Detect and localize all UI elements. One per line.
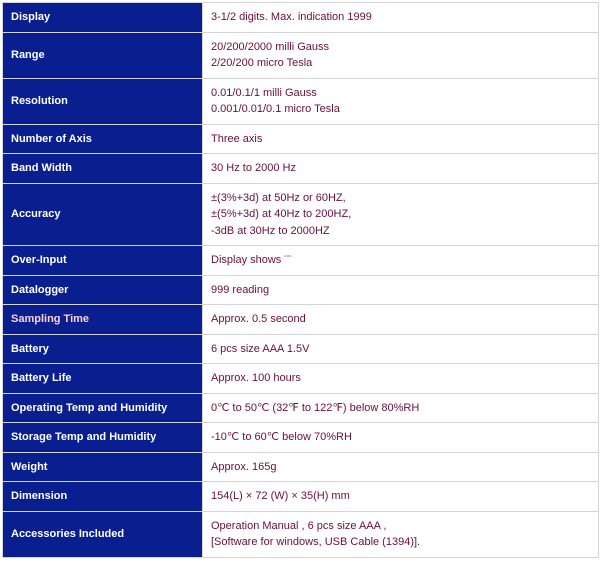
table-row: Storage Temp and Humidity-10℃ to 60℃ bel… (3, 423, 599, 453)
table-row: Sampling TimeApprox. 0.5 second (3, 305, 599, 335)
spec-value: ±(3%+3d) at 50Hz or 60HZ,±(5%+3d) at 40H… (203, 183, 599, 246)
table-row: Battery LifeApprox. 100 hours (3, 364, 599, 394)
spec-label: Datalogger (3, 275, 203, 305)
spec-value: Display shows ¨¨ (203, 246, 599, 276)
table-row: Operating Temp and Humidity0℃ to 50℃ (32… (3, 393, 599, 423)
spec-label: Battery Life (3, 364, 203, 394)
spec-value: 20/200/2000 milli Gauss2/20/200 micro Te… (203, 32, 599, 78)
spec-label: Range (3, 32, 203, 78)
spec-label: Sampling Time (3, 305, 203, 335)
table-row: WeightApprox. 165g (3, 452, 599, 482)
spec-value: 3-1/2 digits. Max. indication 1999 (203, 3, 599, 33)
spec-value: 0.01/0.1/1 milli Gauss0.001/0.01/0.1 mic… (203, 78, 599, 124)
table-row: Resolution0.01/0.1/1 milli Gauss0.001/0.… (3, 78, 599, 124)
table-row: Battery6 pcs size AAA 1.5V (3, 334, 599, 364)
table-row: Datalogger999 reading (3, 275, 599, 305)
spec-value: 30 Hz to 2000 Hz (203, 154, 599, 184)
spec-value: Three axis (203, 124, 599, 154)
spec-label: Accuracy (3, 183, 203, 246)
spec-label: Battery (3, 334, 203, 364)
spec-label: Weight (3, 452, 203, 482)
spec-value: Approx. 165g (203, 452, 599, 482)
spec-label: Dimension (3, 482, 203, 512)
spec-value: -10℃ to 60℃ below 70%RH (203, 423, 599, 453)
spec-label: Resolution (3, 78, 203, 124)
table-row: Range20/200/2000 milli Gauss2/20/200 mic… (3, 32, 599, 78)
table-row: Dimension154(L) × 72 (W) × 35(H) mm (3, 482, 599, 512)
table-row: Display3-1/2 digits. Max. indication 199… (3, 3, 599, 33)
spec-label: Over-Input (3, 246, 203, 276)
spec-label: Accessories Included (3, 511, 203, 557)
spec-tbody: Display3-1/2 digits. Max. indication 199… (3, 3, 599, 558)
spec-value: 6 pcs size AAA 1.5V (203, 334, 599, 364)
spec-table: Display3-1/2 digits. Max. indication 199… (2, 2, 599, 558)
spec-value: 0℃ to 50℃ (32℉ to 122℉) below 80%RH (203, 393, 599, 423)
table-row: Accuracy±(3%+3d) at 50Hz or 60HZ,±(5%+3d… (3, 183, 599, 246)
spec-label: Number of Axis (3, 124, 203, 154)
spec-label: Storage Temp and Humidity (3, 423, 203, 453)
spec-label: Operating Temp and Humidity (3, 393, 203, 423)
table-row: Number of AxisThree axis (3, 124, 599, 154)
table-row: Accessories IncludedOperation Manual , 6… (3, 511, 599, 557)
spec-label: Band Width (3, 154, 203, 184)
spec-value: Approx. 0.5 second (203, 305, 599, 335)
table-row: Over-InputDisplay shows ¨¨ (3, 246, 599, 276)
table-row: Band Width30 Hz to 2000 Hz (3, 154, 599, 184)
spec-label: Display (3, 3, 203, 33)
spec-value: Approx. 100 hours (203, 364, 599, 394)
spec-value: 999 reading (203, 275, 599, 305)
spec-value: Operation Manual , 6 pcs size AAA ,[Soft… (203, 511, 599, 557)
spec-value: 154(L) × 72 (W) × 35(H) mm (203, 482, 599, 512)
